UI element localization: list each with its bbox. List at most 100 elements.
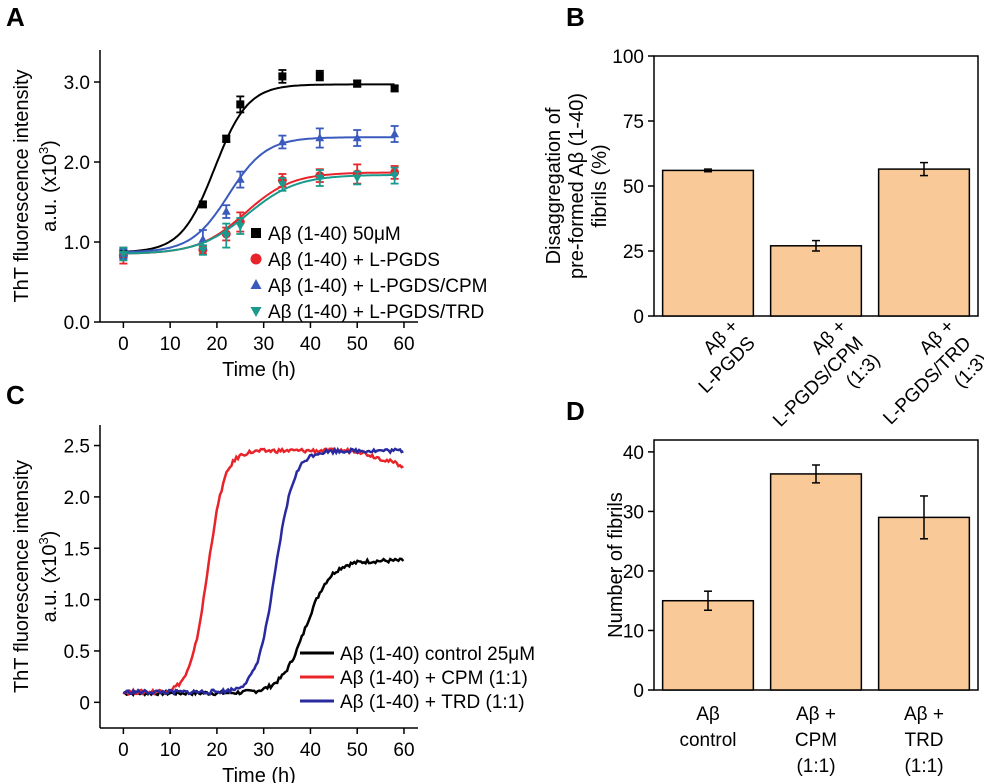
legend-marker — [250, 307, 262, 317]
x-tick-label: 20 — [206, 740, 227, 761]
y-tick-label: 2.0 — [64, 488, 90, 509]
x-tick-label: 0 — [118, 740, 129, 761]
x-tick-label: 10 — [160, 740, 181, 761]
bar — [769, 245, 863, 317]
x-category-label: Aβ +L-PGDS/TRD(1:3) — [879, 316, 984, 429]
data-point — [198, 234, 208, 243]
y-tick-label: 0 — [633, 307, 644, 328]
y-tick-label: 40 — [623, 443, 644, 464]
series-line — [122, 446, 404, 696]
panel-label-a: A — [6, 2, 25, 32]
y-axis-title: ThT fluorescence intensity — [11, 460, 33, 693]
legend-label: Aβ (1-40) + L-PGDS — [268, 250, 440, 271]
x-category-label: Aβ +L-PGDS/CPM(1:3) — [769, 316, 884, 431]
y-axis-units-close: ) — [39, 140, 61, 147]
y-tick-label: 1.5 — [64, 539, 90, 560]
y-axis-title: ThT fluorescence intensity — [11, 69, 33, 302]
y-tick-label: 1.0 — [64, 591, 90, 612]
y-axis-title: pre-formed Aβ (1-40) — [566, 93, 588, 279]
fit-line — [123, 174, 395, 255]
data-point — [235, 222, 245, 231]
x-axis-title: Time (h) — [222, 359, 296, 381]
panel-label-d: D — [566, 396, 585, 426]
x-category-label: Aβ +L-PGDS — [695, 316, 760, 398]
y-tick-label: 0.5 — [64, 642, 90, 663]
bar — [877, 516, 971, 691]
x-axis-title: Time (h) — [222, 765, 296, 783]
y-axis-title-units: a.u. (x103) — [36, 140, 61, 232]
data-point — [198, 246, 208, 255]
y-tick-label: 30 — [623, 502, 644, 523]
y-axis-units-text: a.u. (x10 — [39, 545, 61, 623]
y-axis-title-units: a.u. (x103) — [36, 531, 61, 623]
y-tick-label: 50 — [623, 177, 644, 198]
x-category-label: CPM — [795, 730, 837, 751]
x-tick-label: 60 — [393, 334, 414, 355]
bar — [877, 168, 971, 317]
series-line — [123, 557, 405, 697]
data-point — [198, 200, 207, 209]
x-tick-label: 20 — [206, 334, 227, 355]
panel-a-chart: 0 10 20 30 40 50 60 0.0 1.0 2.0 3.0 Time (h) ThT flu… — [11, 50, 487, 381]
data-point — [221, 206, 231, 215]
y-axis-units-text: a.u. (x10 — [39, 154, 61, 232]
data-point — [390, 84, 399, 93]
data-point — [222, 134, 231, 143]
x-tick-label: 10 — [160, 334, 181, 355]
x-tick-label: 0 — [118, 334, 129, 355]
fit-line — [123, 136, 395, 253]
y-tick-label: 2.5 — [64, 437, 90, 458]
data-point — [277, 181, 287, 190]
y-axis-units-superscript: 3 — [36, 147, 51, 154]
data-point — [236, 100, 245, 109]
legend-label: Aβ (1-40) 50μM — [268, 224, 401, 245]
bar — [661, 169, 755, 317]
y-tick-label: 0 — [633, 681, 644, 702]
y-tick-label: 1.0 — [64, 233, 90, 254]
bar — [769, 473, 863, 691]
legend-label: Aβ (1-40) + CPM (1:1) — [340, 668, 528, 689]
x-category-label: Aβ + — [904, 704, 944, 725]
y-tick-label: 0.0 — [64, 313, 90, 334]
panel-label-b: B — [566, 2, 585, 32]
y-tick-label: 3.0 — [64, 73, 90, 94]
data-point — [118, 250, 128, 259]
data-point — [315, 174, 325, 183]
y-axis-units-close: ) — [39, 531, 61, 538]
fit-line — [123, 83, 395, 253]
panel-d-chart: 0 10 20 30 40 Aβ control Aβ + CPM (1:1) Aβ + TRD (1:… — [605, 439, 979, 777]
y-tick-label: 0 — [79, 693, 90, 714]
data-point — [315, 133, 325, 142]
y-axis-units-superscript: 3 — [36, 537, 51, 544]
data-point — [352, 174, 362, 183]
data-point — [315, 71, 324, 80]
x-category-label: (1:1) — [904, 756, 943, 777]
x-tick-label: 50 — [347, 740, 368, 761]
legend-label: Aβ (1-40) + L-PGDS/CPM — [268, 276, 487, 297]
x-tick-label: 50 — [347, 334, 368, 355]
bar — [661, 599, 755, 691]
data-point — [353, 79, 362, 88]
data-point — [235, 174, 245, 183]
y-axis-title: Disaggregation of — [543, 107, 565, 264]
y-tick-label: 75 — [623, 112, 644, 133]
legend-label: Aβ (1-40) + TRD (1:1) — [340, 692, 525, 713]
x-category-label: TRD — [904, 730, 943, 751]
data-point — [221, 232, 231, 241]
y-tick-label: 25 — [623, 242, 644, 263]
y-tick-label: 2.0 — [64, 153, 90, 174]
legend-label: Aβ (1-40) control 25μM — [340, 644, 535, 665]
x-tick-label: 40 — [300, 740, 321, 761]
x-tick-label: 60 — [393, 740, 414, 761]
x-category-label: control — [679, 730, 736, 751]
x-category-label: Aβ + — [796, 704, 836, 725]
data-point — [352, 133, 362, 142]
panel-label-c: C — [6, 380, 25, 410]
y-axis-title: Number of fibrils — [605, 492, 627, 638]
legend-marker — [250, 279, 262, 289]
y-tick-label: 10 — [623, 621, 644, 642]
y-tick-label: 20 — [623, 562, 644, 583]
x-tick-label: 30 — [253, 740, 274, 761]
y-tick-label: 100 — [612, 47, 644, 68]
